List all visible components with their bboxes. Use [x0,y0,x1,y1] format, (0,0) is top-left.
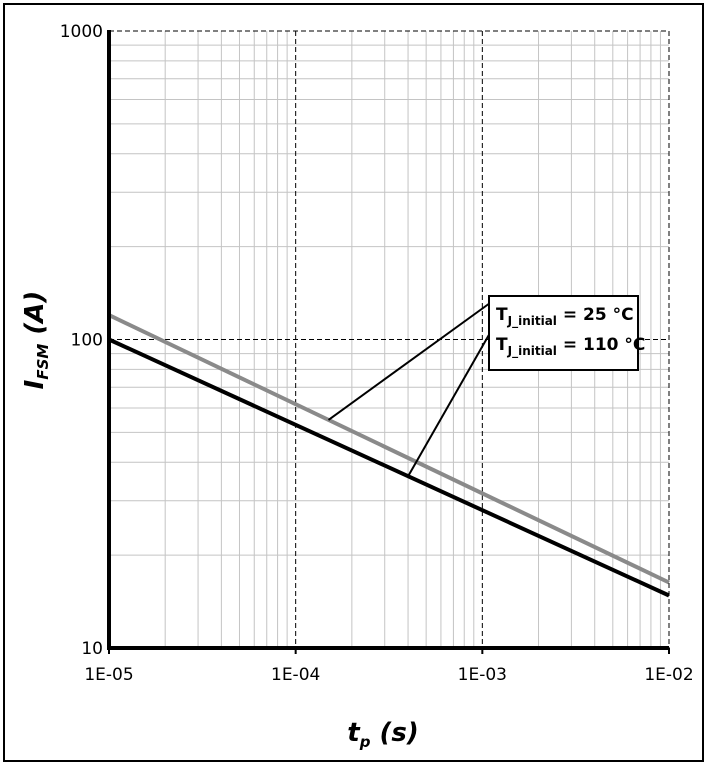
legend-label-25c: TJ_initial = 25 °C [496,305,634,329]
legend-label-110c: TJ_initial = 110 °C [496,335,645,359]
legend: TJ_initial = 25 °C TJ_initial = 110 °C [327,295,645,477]
x-tick-label: 1E-02 [644,665,693,685]
x-tick-label: 1E-04 [271,665,320,685]
y-axis-title: IFSM (A) [20,291,52,390]
legend-leader-25c [327,302,491,421]
x-axis-title: tp (s) [347,718,418,751]
series-line-0 [108,313,670,585]
y-tick-label: 1000 [60,22,103,42]
series-line-1 [108,337,670,598]
y-tick-label: 100 [71,331,103,351]
legend-leader-110c [407,332,491,477]
y-tick-label: 10 [81,639,103,659]
x-tick-label: 1E-05 [84,665,133,685]
tick-labels: 1E-05 1E-04 1E-03 1E-02 1000 100 10 [60,22,694,685]
axes [107,30,669,650]
chart-frame [3,3,704,762]
legend-box [488,295,639,371]
series-lines [108,313,670,598]
x-tick-label: 1E-03 [458,665,507,685]
